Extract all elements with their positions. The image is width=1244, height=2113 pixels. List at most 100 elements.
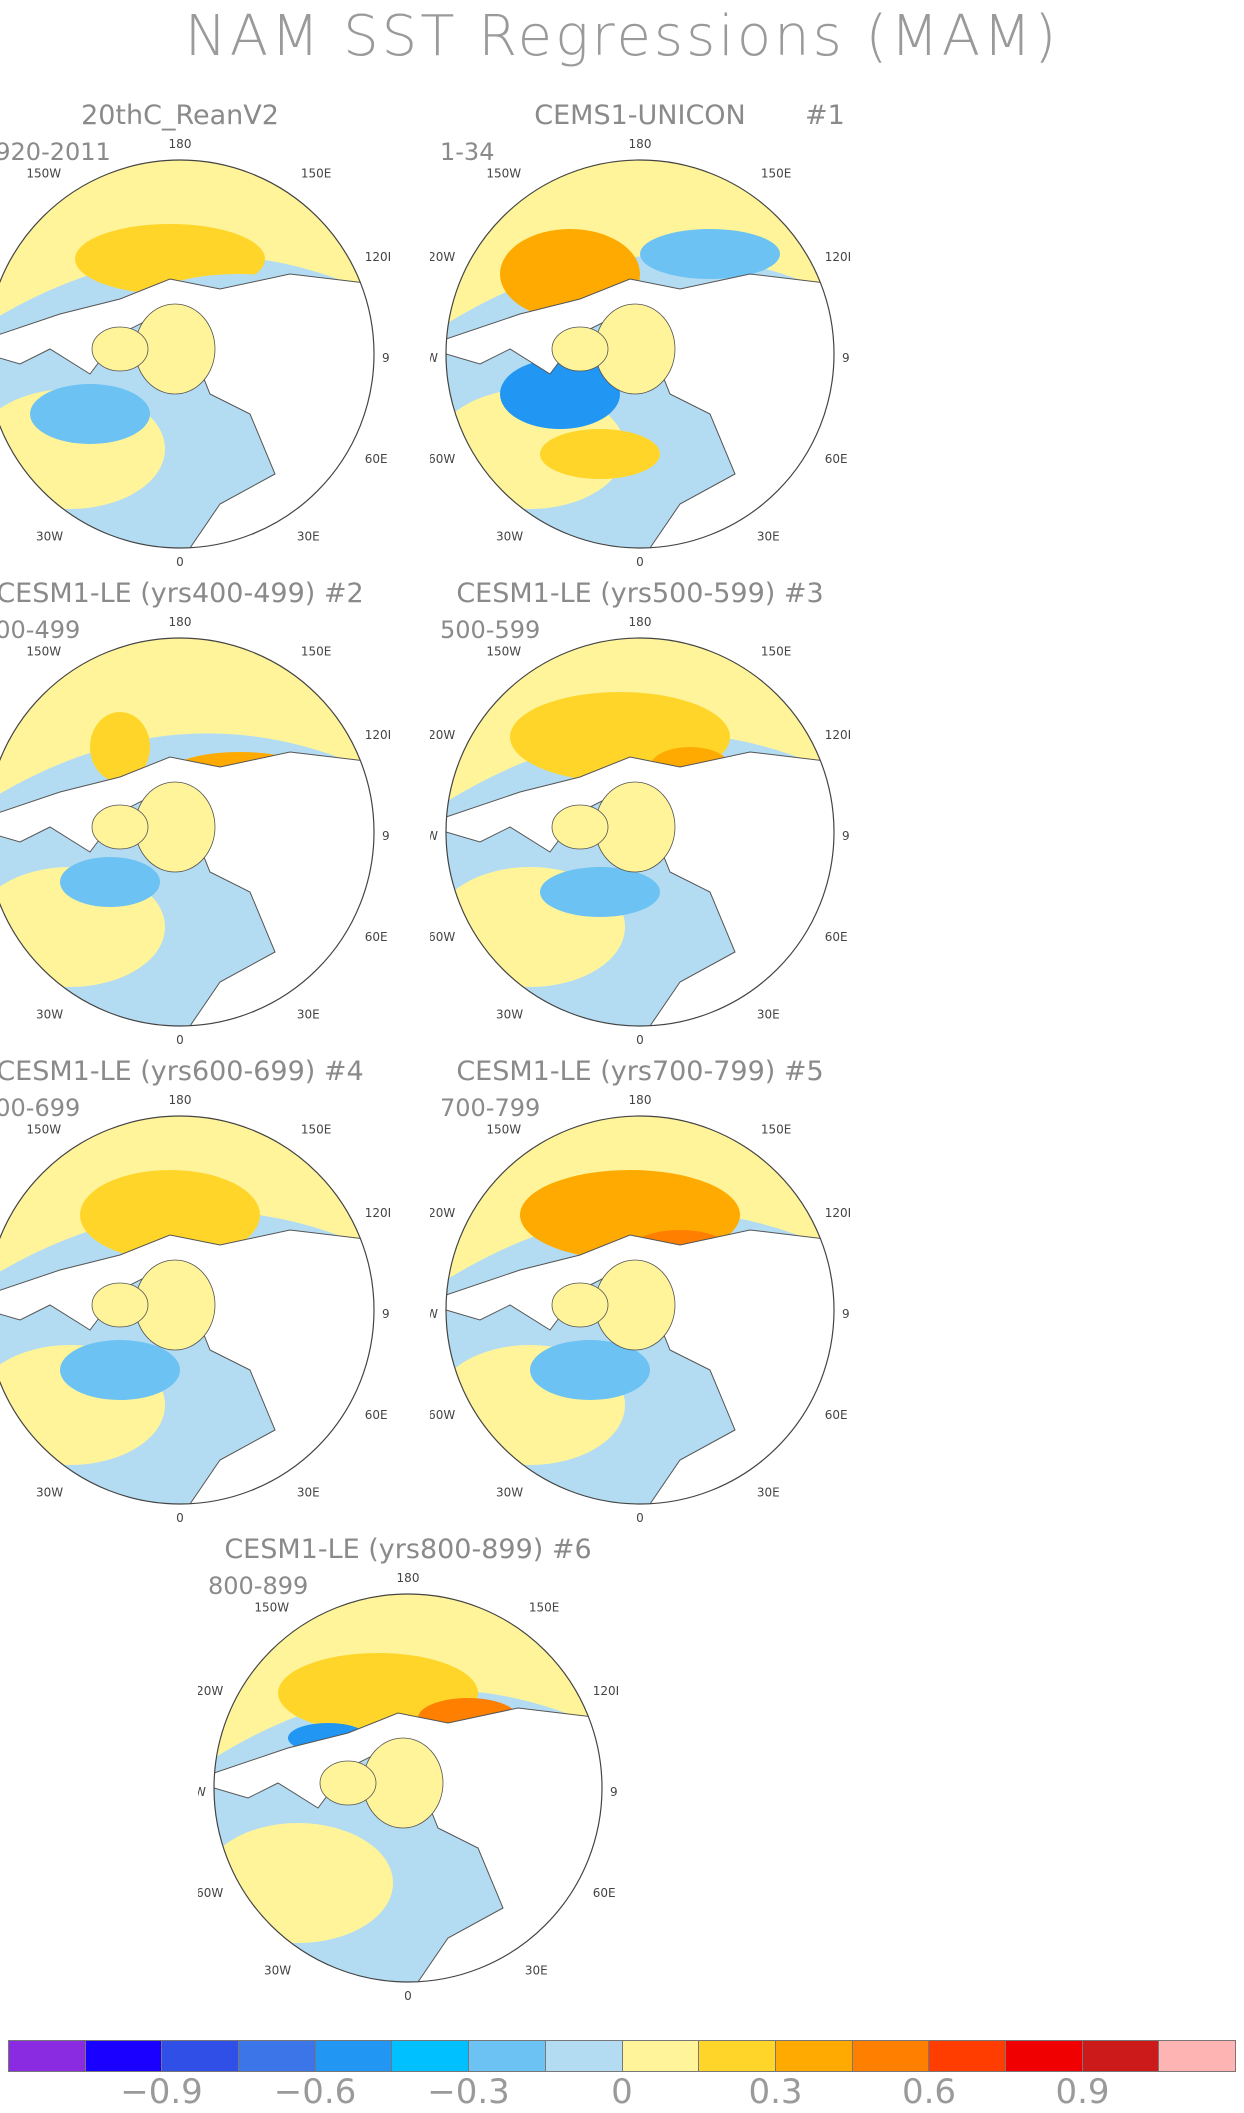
map-panel: CESM1-LE (yrs400-499) #2 400-499 180 150E 12… [0,578,390,1048]
longitude-label: 30W [496,1486,523,1500]
longitude-label: 30E [297,530,320,544]
colorbar: −0.9 −0.6 −0.3 0 0.3 0.6 0.9 [8,2040,1236,2112]
longitude-label: 180 [629,1093,652,1107]
panel-title: CEMS1-UNICON [534,100,746,131]
map-panel: CESM1-LE (yrs700-799) #5 700-799 180 150E 12… [430,1056,850,1526]
colorbar-boxes [8,2040,1236,2072]
longitude-label: 30W [36,1486,63,1500]
colorbar-swatch [699,2041,776,2071]
map-panel: CESM1-LE (yrs600-699) #4 600-699 180 150E 12… [0,1056,390,1526]
figure-title: NAM SST Regressions (MAM) [184,4,1060,69]
longitude-label: 180 [169,1093,192,1107]
longitude-label: 150E [761,1122,792,1136]
colorbar-swatch [929,2041,1006,2071]
longitude-label: 150E [761,644,792,658]
longitude-label: 60E [825,930,848,944]
longitude-label: 180 [397,1571,420,1585]
panel-title: CESM1-LE (yrs500-599) #3 [456,578,824,609]
colorbar-swatch [85,2041,163,2071]
panel-title: CESM1-LE (yrs800-899) #6 [224,1534,592,1565]
longitude-label: 30W [496,1008,523,1022]
period-label: 400-499 [0,616,81,644]
longitude-label: 30E [297,1008,320,1022]
longitude-label: 150W [254,1600,289,1614]
map-panel: 20thC_ReanV2 1920-2011 180 150E 120E 90E 60E 30… [0,100,390,570]
longitude-label: 60W [198,1886,223,1900]
colorbar-swatch [545,2041,623,2071]
period-label: 500-599 [440,616,541,644]
colorbar-label: 0.9 [1055,2072,1110,2112]
colorbar-swatch [162,2041,240,2071]
longitude-label: 0 [176,555,184,569]
longitude-label: 90E [382,829,390,843]
longitude-label: 90E [842,829,850,843]
colorbar-swatch [239,2041,316,2071]
longitude-label: 60W [430,452,455,466]
longitude-label: 0 [176,1511,184,1525]
polar-map: 180150E120E90E60E30E030W60W90W120W150W [0,137,390,569]
panel-title: CESM1-LE (yrs600-699) #4 [0,1056,364,1087]
longitude-label: 120W [198,1684,223,1698]
longitude-label: 150W [486,644,521,658]
colorbar-label: 0.3 [748,2072,803,2112]
panel-title: CESM1-LE (yrs400-499) #2 [0,578,364,609]
map-panel: CESM1-LE (yrs500-599) #3 500-599 180 150E 12… [430,578,850,1048]
colorbar-swatch [392,2041,470,2071]
colorbar-swatch [852,2041,930,2071]
longitude-label: 60E [365,452,388,466]
ensemble-number: #1 [805,100,845,131]
longitude-label: 0 [636,1033,644,1047]
period-label: 800-899 [208,1572,309,1600]
longitude-label: 150E [301,644,332,658]
longitude-label: 30E [757,1008,780,1022]
longitude-label: 180 [629,137,652,151]
polar-map: 180150E120E90E60E30E030W60W90W120W150W [430,137,850,569]
colorbar-swatch [775,2041,853,2071]
longitude-label: 150W [26,644,61,658]
colorbar-swatch [469,2041,546,2071]
polar-map: 180150E120E90E60E30E030W60W90W120W150W [0,1093,390,1525]
colorbar-swatch [622,2041,700,2071]
colorbar-swatch [1005,2041,1083,2071]
polar-map: 180150E120E90E60E30E030W60W90W120W150W [0,615,390,1047]
map-panel: CEMS1-UNICON #1 1-34 180 150E 120E 90E 60E 30E 0 3… [430,100,850,570]
colorbar-label: −0.3 [427,2072,510,2112]
longitude-label: 60W [430,1408,455,1422]
longitude-label: 30E [297,1486,320,1500]
longitude-label: 90W [430,351,438,365]
longitude-label: 90E [610,1785,618,1799]
colorbar-swatch [1159,2041,1235,2071]
colorbar-label: −0.9 [120,2072,203,2112]
polar-map: 180150E120E90E60E30E030W60W90W120W150W [198,1571,618,2003]
longitude-label: 180 [169,137,192,151]
longitude-label: 150E [301,1122,332,1136]
colorbar-label: −0.6 [273,2072,357,2112]
longitude-label: 150E [761,166,792,180]
colorbar-label: 0.6 [901,2072,957,2112]
longitude-label: 30W [496,530,523,544]
longitude-label: 30E [757,530,780,544]
longitude-label: 0 [404,1989,412,2003]
longitude-label: 120W [430,250,455,264]
longitude-label: 150E [301,166,332,180]
period-label: 1-34 [440,138,495,166]
longitude-label: 90E [842,351,850,365]
longitude-label: 90W [198,1785,206,1799]
longitude-label: 150E [529,1600,560,1614]
longitude-label: 150W [486,1122,521,1136]
polar-map: 180150E120E90E60E30E030W60W90W120W150W [430,1093,850,1525]
longitude-label: 180 [629,615,652,629]
longitude-label: 120E [825,1206,850,1220]
longitude-label: 60E [825,452,848,466]
period-label: 1920-2011 [0,138,111,166]
longitude-label: 90W [430,829,438,843]
longitude-label: 120W [430,728,455,742]
colorbar-label: 0 [611,2072,633,2112]
longitude-label: 60W [430,930,455,944]
longitude-label: 30W [264,1964,291,1978]
period-label: 700-799 [440,1094,541,1122]
longitude-label: 60E [825,1408,848,1422]
longitude-label: 120E [825,728,850,742]
longitude-label: 60E [365,930,388,944]
longitude-label: 0 [176,1033,184,1047]
